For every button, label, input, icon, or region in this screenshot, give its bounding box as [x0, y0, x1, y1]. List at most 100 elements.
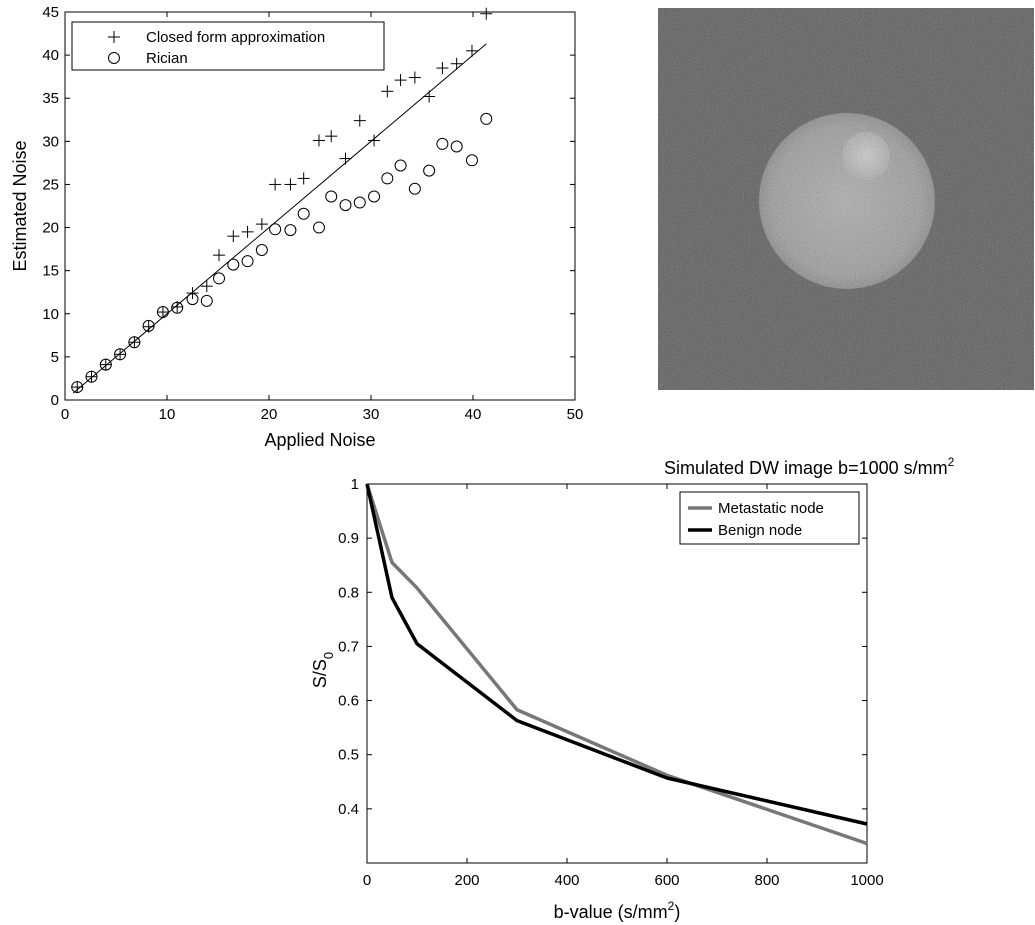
scatter-y-tick-label: 10 [42, 306, 59, 323]
rician-point [99, 358, 112, 371]
scatter-y-tick-label: 25 [42, 176, 59, 193]
rician-point [200, 294, 213, 307]
rician-point [436, 137, 449, 150]
legend-rician: Rician [146, 50, 188, 67]
legend-circle-marker [108, 52, 120, 64]
decay-x-tick-label: 600 [654, 872, 679, 889]
scatter-y-tick-label: 20 [42, 220, 59, 237]
legend-plus-marker [108, 31, 120, 43]
rician-point [213, 272, 226, 285]
rician-point [325, 190, 338, 203]
closed-form-point [368, 134, 381, 147]
closed-form-point [171, 300, 184, 313]
closed-form-point [394, 74, 407, 87]
benign-node-line [365, 483, 868, 826]
scatter-x-tick-label: 40 [465, 406, 482, 423]
scatter-y-axis-label: Estimated Noise [10, 140, 30, 271]
rician-point [85, 370, 98, 383]
rician-point [128, 336, 141, 349]
scatter-identity-line [72, 43, 487, 394]
decay-plot-area [365, 483, 868, 846]
scatter-ticks: 0 10 20 30 40 50 0 5 10 15 20 25 30 35 40 45 [42, 4, 583, 423]
closed-form-point [200, 280, 213, 293]
rician-point [465, 154, 478, 167]
dw-image-noise [658, 8, 1034, 390]
closed-form-point [312, 134, 325, 147]
rician-point [171, 301, 184, 314]
scatter-x-tick-label: 30 [363, 406, 380, 423]
scatter-y-tick-label: 30 [42, 133, 59, 150]
rician-point [114, 348, 127, 361]
decay-y-tick-label: 0.5 [338, 747, 359, 764]
closed-form-point [297, 172, 310, 185]
closed-form-point [255, 218, 268, 231]
scatter-y-tick-label: 5 [51, 349, 59, 366]
decay-x-axis-label: b-value (s/mm2) [554, 899, 681, 922]
rician-point [142, 319, 155, 332]
decay-x-tick-label: 1000 [850, 872, 883, 889]
scatter-legend: Closed form approximation Rician [71, 21, 385, 71]
decay-x-tick-label: 200 [454, 872, 479, 889]
decay-y-tick-label: 1 [351, 476, 359, 493]
legend-benign-node: Benign node [718, 522, 802, 539]
rician-point [297, 207, 310, 220]
rician-point [480, 112, 493, 125]
closed-form-point [465, 44, 478, 57]
scatter-y-tick-label: 40 [42, 47, 59, 64]
legend-metastatic-node: Metastatic node [718, 500, 824, 517]
closed-form-point [436, 62, 449, 75]
closed-form-point [85, 370, 98, 383]
rician-point [255, 243, 268, 256]
legend-closed-form: Closed form approximation [146, 29, 325, 46]
decay-y-tick-label: 0.7 [338, 638, 359, 655]
decay-x-tick-label: 400 [554, 872, 579, 889]
closed-form-point [353, 114, 366, 127]
closed-form-point [381, 85, 394, 98]
scatter-x-axis-label: Applied Noise [264, 430, 375, 450]
decay-y-tick-label: 0.4 [338, 801, 359, 818]
rician-point [423, 164, 436, 177]
closed-form-point [227, 230, 240, 243]
rician-point [71, 381, 84, 394]
closed-form-point [186, 287, 199, 300]
closed-form-point [241, 225, 254, 238]
rician-point [368, 190, 381, 203]
decay-y-tick-label: 0.9 [338, 530, 359, 547]
scatter-x-tick-label: 50 [567, 406, 584, 423]
closed-form-point [71, 381, 84, 394]
decay-plot-frame [366, 483, 868, 864]
scatter-y-tick-label: 45 [42, 4, 59, 21]
closed-form-point [213, 249, 226, 262]
scatter-y-tick-label: 35 [42, 90, 59, 107]
closed-form-point [450, 57, 463, 70]
decay-y-tick-label: 0.6 [338, 693, 359, 710]
dw-image-caption: Simulated DW image b=1000 s/mm2 [664, 455, 955, 478]
rician-point [353, 196, 366, 209]
closed-form-point [325, 130, 338, 143]
decay-x-tick-label: 800 [754, 872, 779, 889]
decay-legend-box [679, 491, 860, 545]
rician-point [408, 182, 421, 195]
rician-point [381, 172, 394, 185]
scatter-x-tick-label: 10 [159, 406, 176, 423]
rician-point [227, 258, 240, 271]
closed-form-point [156, 306, 169, 319]
scatter-y-tick-label: 0 [51, 392, 59, 409]
signal-decay-plot: 0 200 400 600 800 1000 0.4 0.5 0.6 0.7 0.8 0.9 1 b-v… [310, 476, 884, 922]
decay-y-tick-label: 0.8 [338, 584, 359, 601]
rician-point [339, 199, 352, 212]
simulated-dw-image-panel: Simulated DW image b=1000 s/mm2 [658, 8, 1034, 478]
scatter-plot-area [71, 7, 493, 394]
noise-scatter-plot: 0 10 20 30 40 50 0 5 10 15 20 25 30 35 40 45 Applied No… [10, 4, 583, 450]
closed-form-point [99, 358, 112, 371]
scatter-plot-frame [64, 11, 576, 401]
rician-point [450, 140, 463, 153]
scatter-x-tick-label: 0 [61, 406, 69, 423]
closed-form-point [269, 178, 282, 191]
rician-point [269, 223, 282, 236]
decay-y-axis-label: S/S0 [310, 652, 336, 688]
rician-point [312, 221, 325, 234]
closed-form-point [480, 7, 493, 20]
decay-legend: Metastatic node Benign node [679, 491, 860, 545]
